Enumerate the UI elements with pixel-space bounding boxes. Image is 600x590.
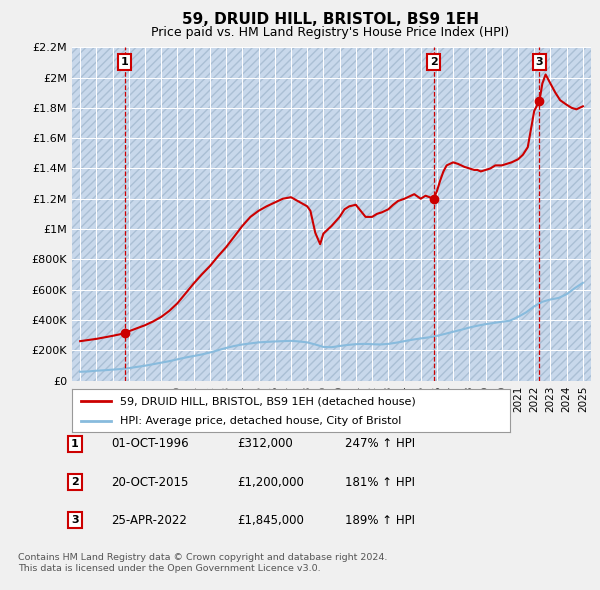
Text: 3: 3 [71,516,79,525]
Text: 247% ↑ HPI: 247% ↑ HPI [345,437,415,450]
Text: 59, DRUID HILL, BRISTOL, BS9 1EH: 59, DRUID HILL, BRISTOL, BS9 1EH [182,12,479,27]
Text: 59, DRUID HILL, BRISTOL, BS9 1EH (detached house): 59, DRUID HILL, BRISTOL, BS9 1EH (detach… [120,396,416,407]
Text: HPI: Average price, detached house, City of Bristol: HPI: Average price, detached house, City… [120,417,401,426]
Text: Price paid vs. HM Land Registry's House Price Index (HPI): Price paid vs. HM Land Registry's House … [151,26,509,39]
Text: £1,845,000: £1,845,000 [237,514,304,527]
Text: Contains HM Land Registry data © Crown copyright and database right 2024.: Contains HM Land Registry data © Crown c… [18,553,388,562]
Text: 25-APR-2022: 25-APR-2022 [111,514,187,527]
Text: 2: 2 [430,57,437,67]
Text: 01-OCT-1996: 01-OCT-1996 [111,437,188,450]
Text: 189% ↑ HPI: 189% ↑ HPI [345,514,415,527]
Text: 3: 3 [536,57,543,67]
Text: 181% ↑ HPI: 181% ↑ HPI [345,476,415,489]
Text: £312,000: £312,000 [237,437,293,450]
Text: 1: 1 [71,439,79,448]
Text: 1: 1 [121,57,128,67]
Text: 20-OCT-2015: 20-OCT-2015 [111,476,188,489]
Text: 2: 2 [71,477,79,487]
Text: £1,200,000: £1,200,000 [237,476,304,489]
Text: This data is licensed under the Open Government Licence v3.0.: This data is licensed under the Open Gov… [18,565,320,573]
